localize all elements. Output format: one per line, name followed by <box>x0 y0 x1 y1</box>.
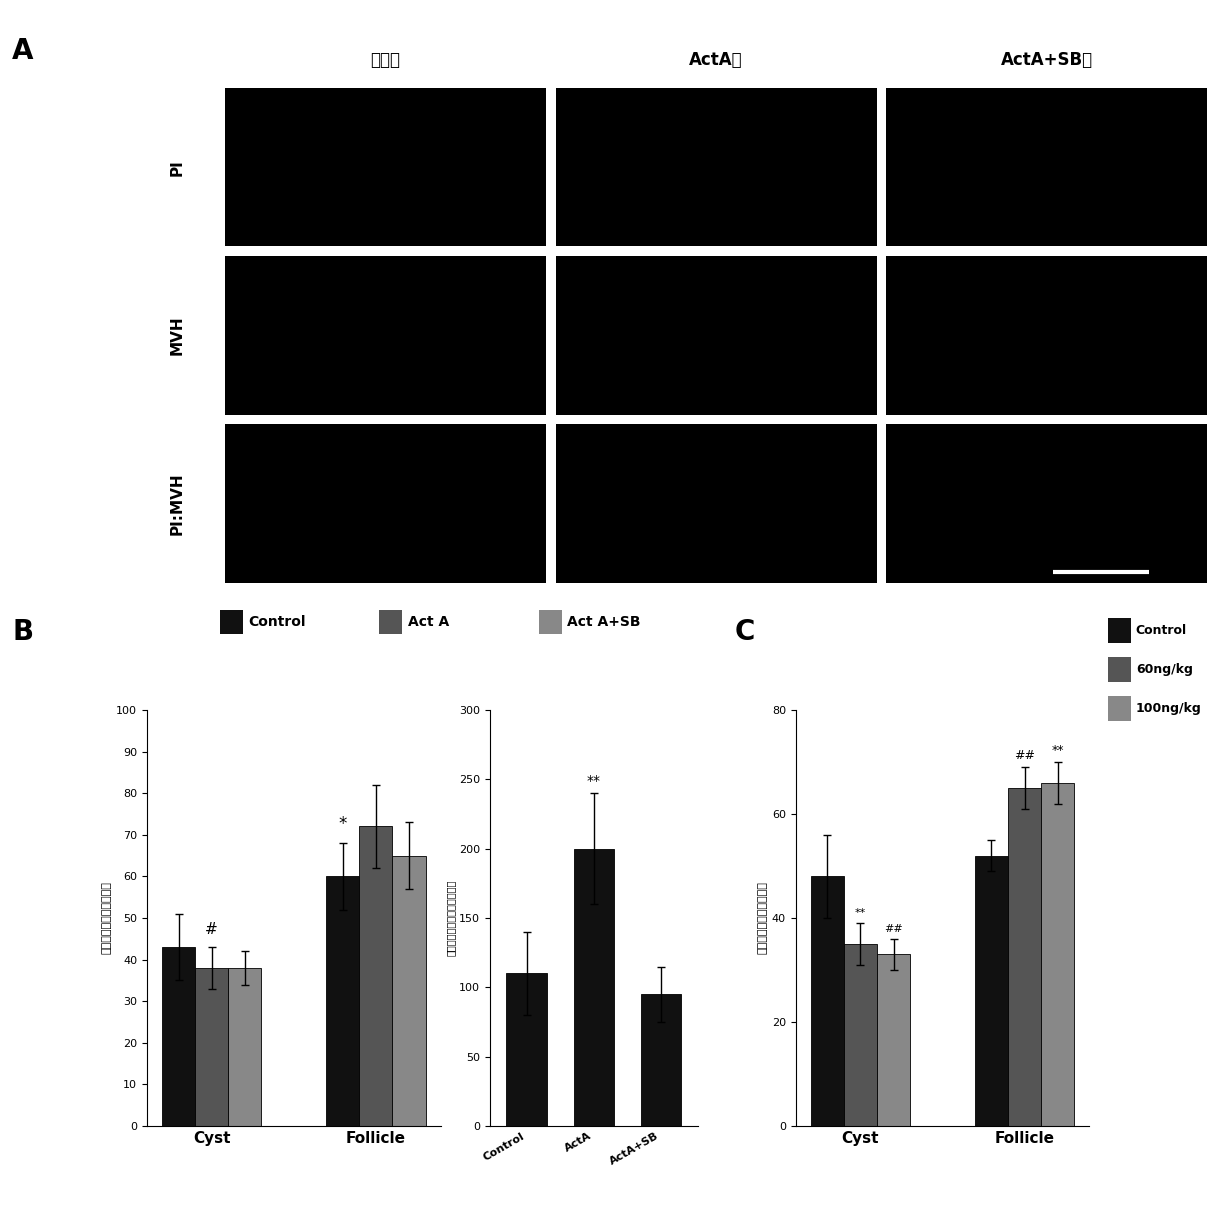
Text: #: # <box>206 922 218 936</box>
Text: ActA组: ActA组 <box>689 51 743 69</box>
Text: C: C <box>734 618 755 646</box>
Text: PI: PI <box>170 159 185 176</box>
Bar <box>162 947 195 1126</box>
Text: **: ** <box>586 774 601 787</box>
Text: ActA+SB组: ActA+SB组 <box>1000 51 1093 69</box>
Bar <box>810 876 843 1126</box>
Bar <box>195 968 228 1126</box>
Text: Act A: Act A <box>408 614 449 629</box>
Bar <box>876 955 911 1126</box>
Text: 对照组: 对照组 <box>371 51 400 69</box>
Y-axis label: 不同时间卡底德细胞比例: 不同时间卡底德细胞比例 <box>102 881 111 955</box>
Y-axis label: 每个器官中的卡底德细胞数目: 每个器官中的卡底德细胞数目 <box>446 880 457 956</box>
Bar <box>1042 783 1075 1126</box>
Text: 60ng/kg: 60ng/kg <box>1136 663 1192 676</box>
Bar <box>393 856 426 1126</box>
Text: PI:MVH: PI:MVH <box>170 472 185 535</box>
Text: Control: Control <box>248 614 306 629</box>
Text: B: B <box>12 618 33 646</box>
Bar <box>1009 788 1042 1126</box>
Y-axis label: 不同时间卡底德细胞比例: 不同时间卡底德细胞比例 <box>758 881 767 955</box>
Bar <box>360 826 393 1126</box>
Text: 100ng/kg: 100ng/kg <box>1136 703 1202 715</box>
Text: **: ** <box>1051 744 1064 756</box>
Bar <box>843 944 876 1126</box>
Bar <box>228 968 262 1126</box>
Text: MVH: MVH <box>170 316 185 355</box>
Bar <box>326 876 360 1126</box>
Text: ##: ## <box>1013 749 1036 761</box>
Bar <box>640 994 681 1126</box>
Bar <box>507 973 547 1126</box>
Text: ##: ## <box>884 924 903 934</box>
Bar <box>574 848 613 1126</box>
Text: Act A+SB: Act A+SB <box>567 614 640 629</box>
Text: A: A <box>12 37 34 65</box>
Text: *: * <box>339 815 346 832</box>
Text: Control: Control <box>1136 624 1187 636</box>
Bar <box>974 856 1009 1126</box>
Text: **: ** <box>854 908 867 918</box>
